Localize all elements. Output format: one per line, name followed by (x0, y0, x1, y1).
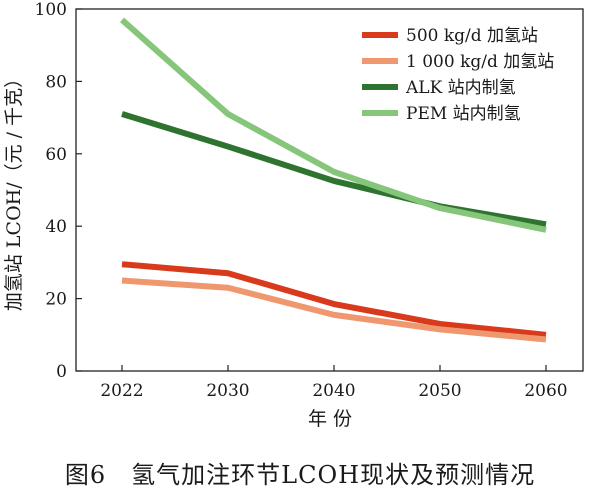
y-tick-label-0: 0 (56, 362, 67, 382)
x-tick-label-2040: 2040 (312, 381, 355, 401)
y-axis-title: 加氢站 LCOH/（元 / 千克） (3, 69, 25, 311)
y-tick-label-40: 40 (45, 217, 67, 237)
series-line-4 (120, 17, 547, 233)
y-tick-label-20: 20 (45, 290, 67, 310)
figure-caption: 图6 氢气加注环节LCOH现状及预测情况 (64, 461, 536, 489)
legend-label-2: 1 000 kg/d 加氢站 (406, 52, 554, 72)
legend-label-1: 500 kg/d 加氢站 (406, 26, 538, 46)
y-tick-label-100: 100 (35, 0, 67, 20)
y-tick-label-60: 60 (45, 145, 67, 165)
x-tick-label-2050: 2050 (418, 381, 461, 401)
chart-series (120, 17, 547, 343)
x-axis-title: 年 份 (308, 408, 352, 430)
y-tick-label-80: 80 (45, 72, 67, 92)
chart-legend: 500 kg/d 加氢站 1 000 kg/d 加氢站 ALK 站内制氢 PEM 站内… (362, 26, 554, 124)
x-tick-label-2030: 2030 (206, 381, 249, 401)
series-line-2 (121, 277, 547, 343)
legend-label-4: PEM 站内制氢 (406, 104, 521, 124)
x-tick-label-2060: 2060 (524, 381, 567, 401)
plot-frame (75, 8, 584, 372)
series-line-1 (121, 261, 547, 338)
legend-label-3: ALK 站内制氢 (405, 78, 516, 98)
chart-axes (75, 8, 584, 372)
x-tick-label-2022: 2022 (100, 381, 143, 401)
